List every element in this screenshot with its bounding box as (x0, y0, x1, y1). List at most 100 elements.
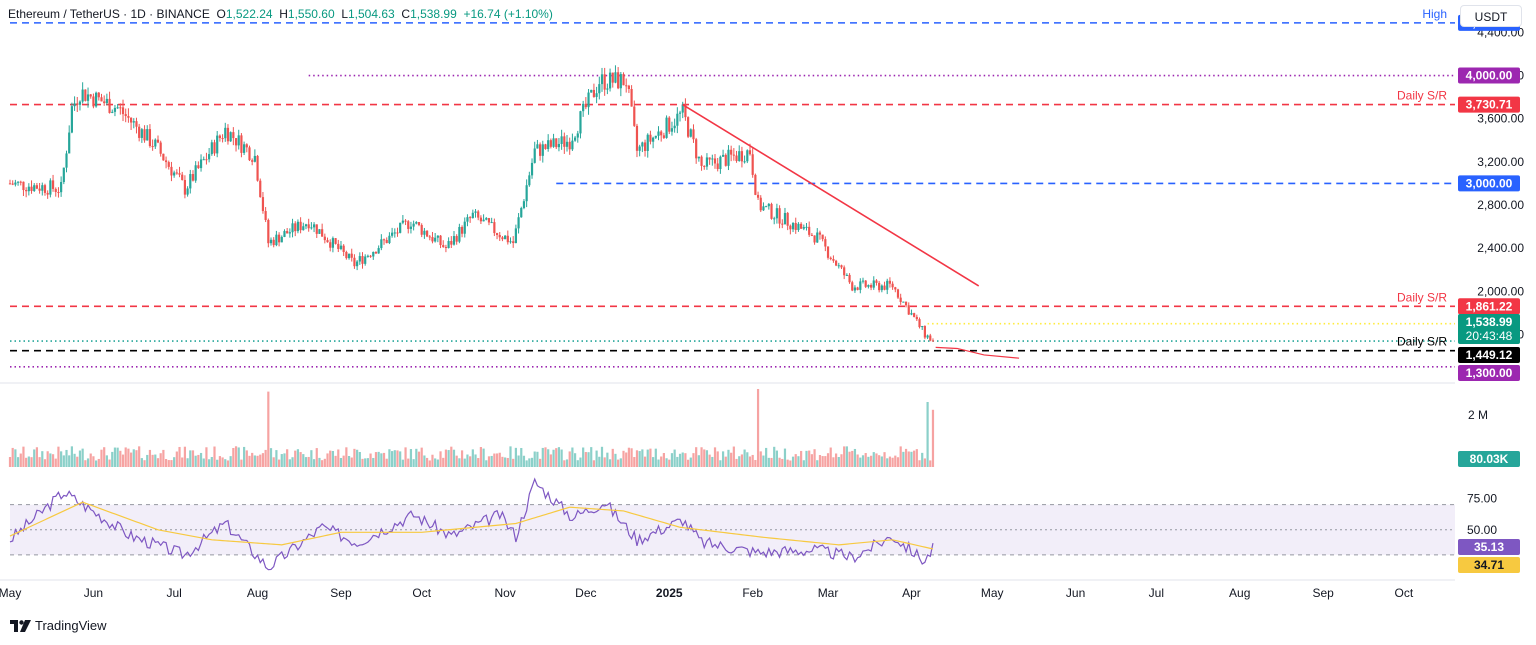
volume-badge-value: 80.03K (1470, 452, 1509, 466)
volume-bar (783, 448, 787, 467)
candle-body (210, 142, 213, 155)
candle-body (62, 167, 65, 183)
volume-bar (547, 449, 550, 467)
rsi-badge-value: 35.13 (1474, 540, 1504, 554)
tradingview-logo-text: TradingView (35, 618, 107, 633)
volume-bar (310, 450, 313, 467)
candle-body (490, 222, 493, 224)
volume-bar (931, 409, 935, 467)
candle-body (781, 223, 784, 225)
time-axis-tick: Dec (575, 586, 596, 600)
volume-bar (606, 452, 609, 467)
volume-bar (907, 451, 910, 467)
candle-body (743, 161, 746, 163)
volume-bar (116, 447, 119, 467)
volume-bar (730, 452, 733, 467)
volume-bar (765, 447, 768, 467)
volume-bar (493, 453, 496, 467)
volume-bar (385, 458, 388, 467)
legend-symbol[interactable]: Ethereum / TetherUS · 1D · BINANCE (8, 7, 210, 21)
volume-bar (740, 454, 744, 467)
volume-bar (813, 449, 816, 467)
volume-bar (878, 455, 881, 467)
volume-bar (442, 457, 445, 467)
candle-body (474, 211, 477, 213)
candle-body (676, 113, 679, 126)
candle-body (794, 222, 797, 230)
candle-body (797, 223, 800, 230)
candle-body (251, 160, 254, 162)
candle-body (54, 188, 57, 192)
candle-body (614, 72, 617, 83)
volume-bar (929, 460, 932, 467)
volume-bar (848, 451, 851, 467)
volume-bar (791, 456, 795, 467)
volume-bar (380, 453, 383, 467)
volume-bar (62, 455, 65, 467)
volume-bar (202, 458, 205, 467)
volume-bar (199, 452, 203, 467)
candle-body (705, 157, 709, 167)
volume-bar (38, 457, 41, 467)
candle-body (832, 259, 835, 261)
candle-body (646, 134, 649, 151)
volume-bar (92, 456, 95, 467)
candle-body (654, 135, 657, 138)
volume-bar (11, 447, 14, 467)
volume-bar (851, 450, 854, 467)
candle-body (555, 138, 558, 148)
time-axis: May Jun Jul Aug Sep Oct Nov Dec 2025 Feb Mar Apr May… (0, 586, 1414, 600)
candle-body (237, 135, 240, 146)
level-label: Daily S/R (1397, 335, 1447, 349)
tradingview-logo[interactable]: TradingView (10, 618, 107, 633)
volume-bar (434, 458, 437, 467)
candle-body (708, 157, 711, 160)
volume-bar (81, 448, 84, 467)
candle-body (530, 162, 534, 176)
volume-bar (73, 453, 76, 467)
projection-line (935, 346, 1020, 359)
volume-bars (8, 389, 935, 467)
volume-bar (894, 455, 897, 467)
volume-bar (522, 455, 526, 467)
volume-bar (902, 451, 905, 467)
candle-body (695, 139, 698, 159)
candle-body (89, 94, 92, 97)
volume-bar (261, 453, 265, 467)
volume-bar (754, 459, 757, 467)
volume-bar (528, 458, 531, 467)
candle-body (425, 230, 429, 237)
volume-bar (617, 459, 620, 467)
candle-body (921, 326, 924, 328)
volume-bar (590, 447, 593, 467)
volume-bar (638, 451, 641, 467)
candle-body (218, 135, 221, 139)
tradingview-logo-icon (10, 619, 31, 632)
candle-body (687, 117, 690, 137)
level-label: High (1422, 7, 1447, 21)
candle-body (154, 139, 157, 147)
volume-bar (240, 459, 243, 467)
volume-bar (186, 458, 189, 467)
volume-bar (415, 448, 418, 467)
volume-bar (264, 449, 267, 467)
volume-bar (603, 457, 606, 467)
candle-body (864, 280, 867, 287)
volume-bar (347, 456, 351, 467)
candle-body (883, 285, 886, 290)
candle-body (162, 153, 165, 161)
candle-body (904, 301, 908, 306)
candle-body (845, 274, 848, 276)
volume-bar (711, 456, 714, 467)
volume-bar (463, 458, 466, 467)
candle-body (514, 228, 517, 244)
volume-bar (662, 453, 665, 467)
volume-bar (237, 447, 240, 467)
currency-button[interactable]: USDT (1460, 5, 1522, 27)
candle-body (364, 256, 367, 264)
candle-body (143, 129, 146, 141)
volume-bar (668, 459, 671, 467)
volume-bar (321, 460, 324, 467)
volume-bar (404, 447, 407, 467)
